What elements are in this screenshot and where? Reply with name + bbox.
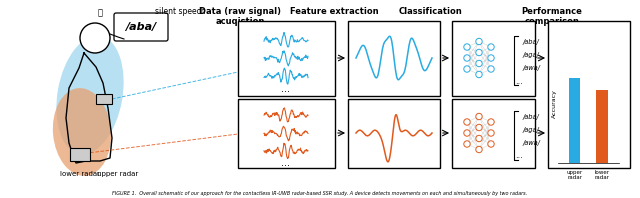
- Circle shape: [476, 135, 482, 142]
- FancyBboxPatch shape: [70, 148, 90, 161]
- Circle shape: [488, 130, 494, 136]
- Bar: [548, 21, 630, 168]
- Bar: [596, 90, 608, 163]
- Bar: [348, 21, 440, 96]
- Text: /aba/: /aba/: [125, 22, 157, 32]
- Text: /aga/: /aga/: [522, 127, 539, 133]
- FancyBboxPatch shape: [114, 13, 168, 41]
- Text: /awa/: /awa/: [522, 140, 540, 146]
- Text: lower radar: lower radar: [60, 171, 100, 177]
- Ellipse shape: [53, 88, 111, 176]
- Text: Classification: Classification: [398, 7, 462, 16]
- Bar: [238, 21, 335, 96]
- Text: /aba/: /aba/: [522, 114, 539, 120]
- Y-axis label: Accuracy: Accuracy: [552, 89, 557, 118]
- Circle shape: [488, 141, 494, 147]
- Circle shape: [476, 124, 482, 131]
- Text: ...: ...: [515, 151, 523, 161]
- Circle shape: [476, 38, 482, 45]
- Bar: [452, 99, 535, 168]
- Circle shape: [476, 71, 482, 78]
- Circle shape: [464, 44, 470, 50]
- Circle shape: [488, 55, 494, 61]
- Text: Data (raw signal)
acuqistion: Data (raw signal) acuqistion: [199, 7, 281, 26]
- Circle shape: [464, 119, 470, 125]
- Text: FIGURE 1.  Overall schematic of our approach for the contactless IR-UWB radar-ba: FIGURE 1. Overall schematic of our appro…: [113, 191, 527, 196]
- Text: /awa/: /awa/: [522, 65, 540, 71]
- FancyBboxPatch shape: [96, 94, 112, 104]
- Ellipse shape: [56, 36, 124, 154]
- Text: upper radar: upper radar: [97, 171, 139, 177]
- Circle shape: [488, 119, 494, 125]
- Text: ...: ...: [282, 84, 291, 94]
- Text: ...: ...: [282, 158, 291, 168]
- Circle shape: [488, 44, 494, 50]
- Circle shape: [464, 66, 470, 72]
- Circle shape: [464, 55, 470, 61]
- Text: 🔇: 🔇: [97, 9, 102, 17]
- Text: Feature extraction: Feature extraction: [291, 7, 379, 16]
- Text: silent speech: silent speech: [155, 8, 205, 16]
- Text: Performance
comparison: Performance comparison: [521, 7, 582, 26]
- Text: /aga/: /aga/: [522, 52, 539, 58]
- Bar: [238, 99, 335, 168]
- Circle shape: [476, 60, 482, 67]
- Circle shape: [464, 130, 470, 136]
- Bar: [348, 99, 440, 168]
- Circle shape: [464, 141, 470, 147]
- Text: /aba/: /aba/: [522, 39, 539, 45]
- Bar: [569, 78, 580, 163]
- Circle shape: [476, 49, 482, 56]
- Circle shape: [80, 23, 110, 53]
- Circle shape: [476, 113, 482, 120]
- Bar: [452, 21, 535, 96]
- Circle shape: [476, 146, 482, 153]
- Text: ...: ...: [515, 76, 523, 86]
- Circle shape: [488, 66, 494, 72]
